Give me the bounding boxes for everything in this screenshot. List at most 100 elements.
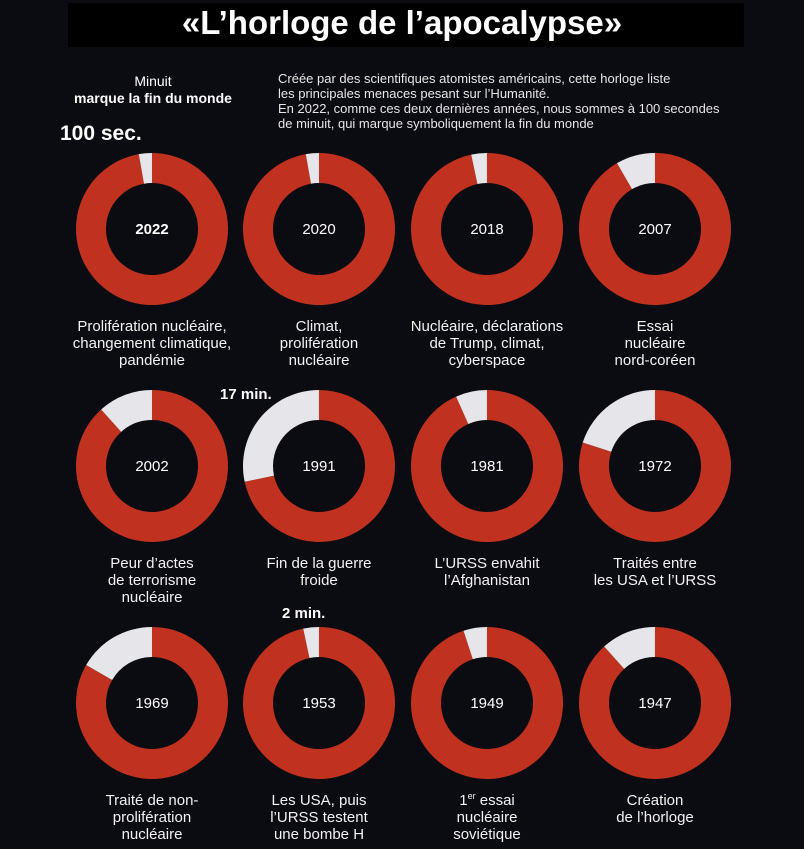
clock-ring-1972	[579, 390, 731, 542]
remaining-arc-1969	[76, 627, 229, 779]
minutes-to-midnight-arc-2022	[138, 153, 152, 184]
year-label-1947: 1947	[638, 694, 672, 712]
clock-2007: 2007	[575, 149, 735, 309]
clock-2022: 2022	[72, 149, 232, 309]
clock-ring-2007	[579, 153, 731, 305]
year-label-2022: 2022	[135, 220, 169, 238]
clock-ring-1947	[579, 627, 731, 779]
year-label-2002: 2002	[135, 457, 169, 475]
caption-2007: Essai nucléaire nord-coréen	[555, 318, 755, 369]
clock-ring-2020	[243, 153, 395, 305]
caption-line: l’URSS testent	[270, 809, 368, 826]
clock-ring-2018	[411, 153, 563, 305]
clock-2020: 2020	[239, 149, 399, 309]
clock-ring-1991	[243, 390, 395, 542]
caption-2020: Climat, prolifération nucléaire	[219, 318, 419, 369]
caption-2002: Peur d’actes de terrorisme nucléaire	[52, 555, 252, 606]
clock-1981: 1981	[407, 386, 567, 546]
remaining-arc-2018	[411, 153, 563, 305]
caption-line: changement climatique,	[72, 335, 232, 352]
caption-line: de Trump, climat,	[429, 335, 545, 352]
minutes-to-midnight-arc-1972	[582, 390, 655, 452]
callout-2022: 100 sec.	[60, 122, 142, 145]
callout-1953: 2 min.	[282, 605, 326, 622]
remaining-arc-1947	[579, 627, 731, 779]
clock-2002: 2002	[72, 386, 232, 546]
minutes-to-midnight-arc-2018	[471, 153, 487, 185]
remaining-arc-1981	[411, 390, 563, 542]
caption-line: de terrorisme	[107, 572, 197, 589]
caption-line: pandémie	[119, 352, 185, 369]
intro-line-3: En 2022, comme ces deux dernières années…	[278, 101, 720, 116]
clock-ring-1969	[76, 627, 229, 779]
caption-line: une bombe H	[273, 826, 365, 843]
intro-line-1: Créée par des scientifiques atomistes am…	[278, 71, 671, 86]
minutes-to-midnight-arc-2007	[617, 153, 655, 190]
year-label-2018: 2018	[470, 220, 504, 238]
caption-line: nucléaire	[288, 352, 350, 369]
caption-line: Fin de la guerre	[266, 555, 372, 572]
caption-line: 1er essai	[459, 791, 515, 810]
year-label-1969: 1969	[135, 694, 169, 712]
clock-1969: 1969	[72, 623, 232, 783]
minutes-to-midnight-arc-2020	[305, 153, 319, 184]
caption-line: Traités entre	[613, 555, 697, 572]
minutes-to-midnight-arc-1969	[86, 627, 152, 680]
ordinal-suffix: er	[467, 791, 476, 801]
caption-line: L’URSS envahit	[434, 555, 540, 572]
clock-1953: 1953	[239, 623, 399, 783]
minutes-to-midnight-arc-2002	[101, 390, 152, 432]
clock-ring-1953	[243, 627, 395, 779]
caption-2018: Nucléaire, déclarations de Trump, climat,…	[387, 318, 587, 369]
caption-line: nucléaire	[456, 809, 518, 826]
year-label-1949: 1949	[470, 694, 504, 712]
caption-line: froide	[300, 572, 338, 589]
midnight-meaning: marque la fin du monde	[74, 90, 232, 106]
caption-line: les USA et l’URSS	[593, 572, 717, 589]
remaining-arc-1953	[243, 627, 395, 779]
year-label-2020: 2020	[302, 220, 336, 238]
caption-line: cyberspace	[448, 352, 526, 369]
clock-1947: 1947	[575, 623, 735, 783]
year-label-1972: 1972	[638, 457, 672, 475]
intro-line-4: de minuit, qui marque symboliquement la …	[278, 116, 594, 131]
caption-line: prolifération	[112, 809, 192, 826]
clock-ring-1981	[411, 390, 563, 542]
caption-line: Peur d’actes	[110, 555, 194, 572]
title-background	[68, 3, 744, 47]
caption-line: Les USA, puis	[271, 792, 367, 809]
clock-ring-2002	[76, 390, 229, 542]
midnight-label: Minuit	[134, 73, 172, 89]
year-label-1981: 1981	[470, 457, 504, 475]
caption-line: nord-coréen	[614, 352, 696, 369]
remaining-arc-2022	[76, 153, 229, 305]
caption-2022: Prolifération nucléaire, changement clima…	[52, 318, 252, 369]
remaining-arc-1949	[411, 627, 563, 779]
caption-line: Nucléaire, déclarations	[410, 318, 564, 335]
minutes-to-midnight-arc-1947	[604, 627, 655, 669]
caption-line: de l’horloge	[616, 809, 694, 826]
caption-line: prolifération	[279, 335, 359, 352]
minutes-to-midnight-arc-1949	[463, 627, 487, 660]
remaining-arc-2020	[243, 153, 395, 305]
caption-1947: Création de l’horloge	[555, 792, 755, 826]
caption-line: nucléaire	[624, 335, 686, 352]
caption-line: soviétique	[453, 826, 521, 843]
caption-line: Essai	[636, 318, 674, 335]
clock-2018: 2018	[407, 149, 567, 309]
caption-line: nucléaire	[121, 589, 183, 606]
caption-1991: Fin de la guerre froide	[219, 555, 419, 589]
caption-1972: Traités entre les USA et l’URSS	[555, 555, 755, 589]
midnight-legend: Minuit marque la fin du monde	[40, 73, 266, 107]
year-label-1991: 1991	[302, 457, 336, 475]
minutes-to-midnight-arc-1953	[303, 627, 319, 659]
remaining-arc-2007	[579, 153, 731, 305]
clock-ring-2022	[76, 153, 229, 305]
caption-line: Création	[626, 792, 684, 809]
caption-line: Prolifération nucléaire,	[77, 318, 227, 335]
clock-1991: 1991	[239, 386, 399, 546]
clock-ring-1949	[411, 627, 563, 779]
year-label-2007: 2007	[638, 220, 672, 238]
callout-1991: 17 min.	[220, 386, 272, 403]
caption-1953: Les USA, puis l’URSS testent une bombe H	[219, 792, 419, 843]
